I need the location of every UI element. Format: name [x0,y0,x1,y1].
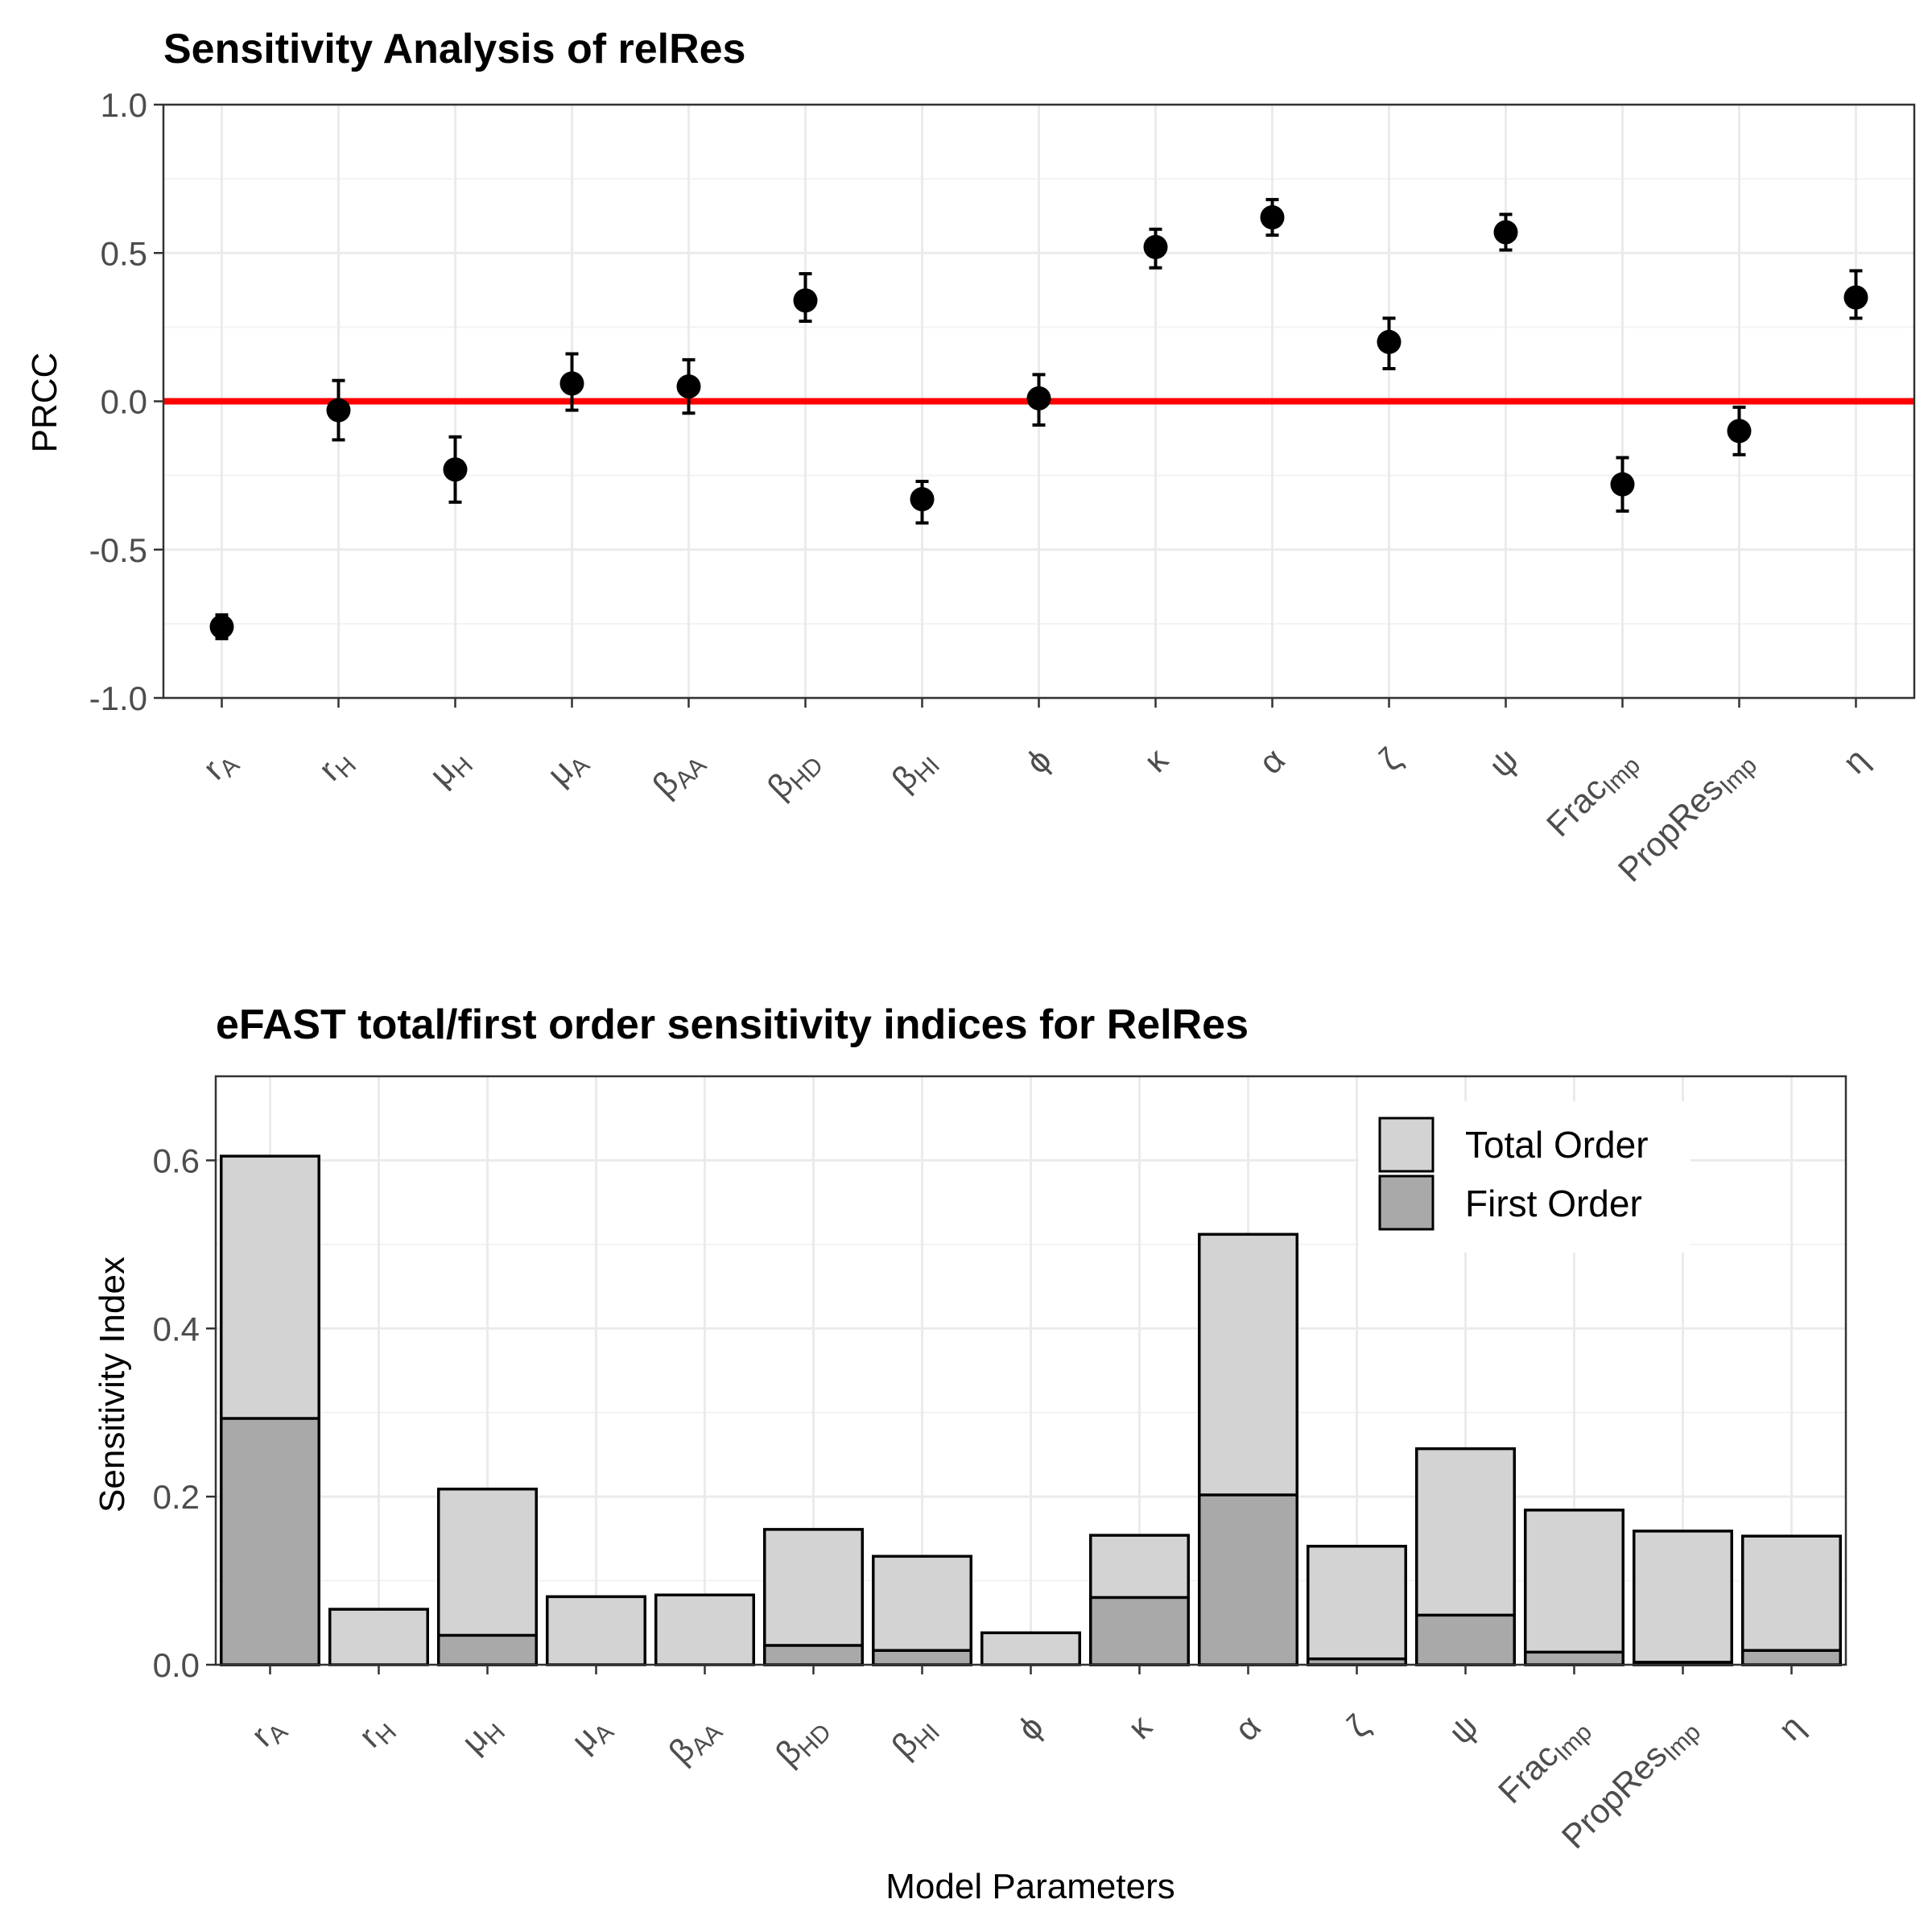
first-order-bar-frac-imp [1524,1650,1624,1666]
first-order-bar-r-a [220,1417,320,1666]
prcc-error-bars [215,197,1863,641]
legend-total-order-label: Total Order [1465,1124,1649,1166]
prcc-point-propres-imp [1727,419,1752,444]
total-order-bar-r-h [328,1608,429,1666]
efast-bars [220,1154,1842,1666]
prcc-chart-title: Sensitivity Analysis of relRes [163,26,745,72]
prcc-y-tick-label: 0.0 [101,383,147,421]
legend-first-order-key [1378,1174,1435,1231]
prcc-point-psi [1493,220,1518,245]
prcc-y-axis-title: PRCC [25,353,64,453]
efast-y-tick-label: 0.2 [153,1478,200,1516]
prcc-y-tick-label: -1.0 [89,679,147,717]
first-order-bar-kappa [1089,1596,1190,1666]
prcc-point-beta-hd [793,288,818,313]
prcc-point-frac-imp [1610,472,1635,497]
prcc-point-alpha [1260,205,1285,230]
prcc-y-tick-label: 1.0 [101,86,147,124]
prcc-y-axis: 1.0 0.5 0.0 -0.5 -1.0 [89,86,163,717]
efast-y-axis-title: Sensitivity Index [93,1257,132,1513]
prcc-points [209,205,1868,639]
first-order-bar-beta-hi [872,1649,972,1666]
first-order-bar-alpha [1198,1493,1298,1666]
total-order-bar-propres-imp [1633,1530,1733,1666]
legend-total-order-key [1378,1117,1435,1173]
efast-x-axis-title: Model Parameters [886,1867,1174,1906]
efast-chart-title: eFAST total/first order sensitivity indi… [216,1001,1249,1048]
prcc-point-zeta [1377,329,1402,354]
total-order-bar-phi [980,1631,1081,1666]
total-order-bar-mu-a [546,1595,646,1666]
prcc-y-tick-label: 0.5 [101,234,147,272]
prcc-point-kappa [1143,234,1168,259]
prcc-point-mu-h [443,457,468,482]
efast-y-tick-label: 0.6 [153,1141,200,1179]
prcc-panel: Sensitivity Analysis of relRes 1.0 0.5 0.0… [25,26,1916,889]
legend: Total Order First Order [1359,1101,1690,1253]
total-order-bar-zeta [1307,1545,1407,1666]
prcc-point-beta-hi [910,487,935,512]
prcc-point-eta [1843,285,1868,310]
efast-panel: eFAST total/first order sensitivity indi… [93,1001,1847,1906]
prcc-point-r-h [326,398,351,423]
efast-y-tick-label: 0.0 [153,1646,200,1684]
total-order-bar-frac-imp [1524,1509,1624,1666]
total-order-bar-beta-aa [654,1593,755,1666]
prcc-y-tick-label: -0.5 [89,531,147,569]
first-order-bar-eta [1741,1649,1842,1666]
prcc-point-beta-aa [676,374,701,399]
first-order-bar-psi [1415,1613,1516,1666]
first-order-bar-beta-hd [763,1644,864,1666]
total-order-bar-eta [1741,1534,1842,1666]
total-order-bar-beta-hi [872,1554,972,1666]
prcc-point-r-a [209,614,234,639]
prcc-point-mu-a [559,371,584,396]
prcc-point-phi [1026,386,1051,411]
efast-y-axis: 0.6 0.4 0.2 0.0 [153,1141,216,1684]
legend-first-order-label: First Order [1465,1183,1642,1224]
efast-y-tick-label: 0.4 [153,1310,200,1348]
first-order-bar-mu-h [437,1633,538,1666]
